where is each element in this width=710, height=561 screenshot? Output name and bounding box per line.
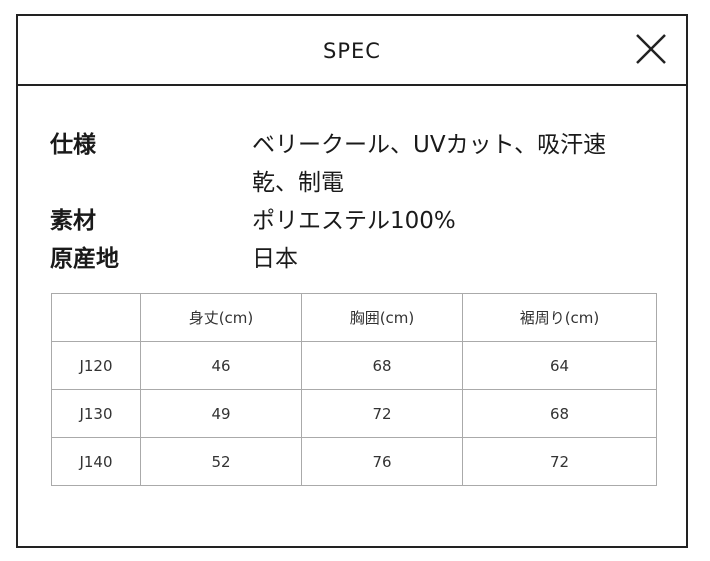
size-table: 身丈(cm) 胸囲(cm) 裾周り(cm) J120 46 68 64 J130… — [51, 293, 657, 486]
table-cell: 46 — [140, 341, 302, 390]
spec-modal: SPEC 仕様 ベリークール、UVカット、吸汗速 乾、制電 素材 ポリエステル1… — [16, 14, 688, 548]
spec-list: 仕様 ベリークール、UVカット、吸汗速 乾、制電 素材 ポリエステル100% 原… — [50, 126, 660, 278]
table-cell: 68 — [301, 341, 463, 390]
table-header-cell: 身丈(cm) — [140, 293, 302, 342]
modal-title: SPEC — [323, 39, 381, 63]
table-row: J130 49 72 68 — [51, 389, 657, 438]
table-cell-size: J120 — [51, 341, 141, 390]
spec-row-shiyou: 仕様 ベリークール、UVカット、吸汗速 乾、制電 — [50, 126, 660, 202]
spec-row-gensanchi: 原産地 日本 — [50, 240, 660, 278]
spec-value-line: ベリークール、UVカット、吸汗速 — [252, 132, 607, 158]
spec-row-sozai: 素材 ポリエステル100% — [50, 202, 660, 240]
spec-label: 仕様 — [50, 132, 96, 158]
table-row: J120 46 68 64 — [51, 341, 657, 390]
close-x-icon — [636, 34, 666, 64]
table-row: J140 52 76 72 — [51, 437, 657, 486]
table-cell: 68 — [462, 389, 657, 438]
table-header-cell: 胸囲(cm) — [301, 293, 463, 342]
table-cell: 49 — [140, 389, 302, 438]
table-cell: 72 — [301, 389, 463, 438]
spec-value-line: 乾、制電 — [252, 170, 344, 196]
table-header-cell: 裾周り(cm) — [462, 293, 657, 342]
table-cell: 52 — [140, 437, 302, 486]
table-cell-size: J140 — [51, 437, 141, 486]
table-cell: 76 — [301, 437, 463, 486]
modal-header: SPEC — [18, 16, 686, 86]
close-button[interactable] — [634, 32, 668, 66]
spec-label: 素材 — [50, 208, 96, 234]
spec-value: ポリエステル100% — [252, 208, 456, 234]
spec-value: ベリークール、UVカット、吸汗速 乾、制電 — [252, 126, 660, 202]
table-cell: 64 — [462, 341, 657, 390]
table-header-row: 身丈(cm) 胸囲(cm) 裾周り(cm) — [51, 293, 657, 342]
spec-label: 原産地 — [50, 246, 119, 272]
table-cell-size: J130 — [51, 389, 141, 438]
table-cell: 72 — [462, 437, 657, 486]
spec-value: 日本 — [252, 246, 298, 272]
table-header-cell — [51, 293, 141, 342]
